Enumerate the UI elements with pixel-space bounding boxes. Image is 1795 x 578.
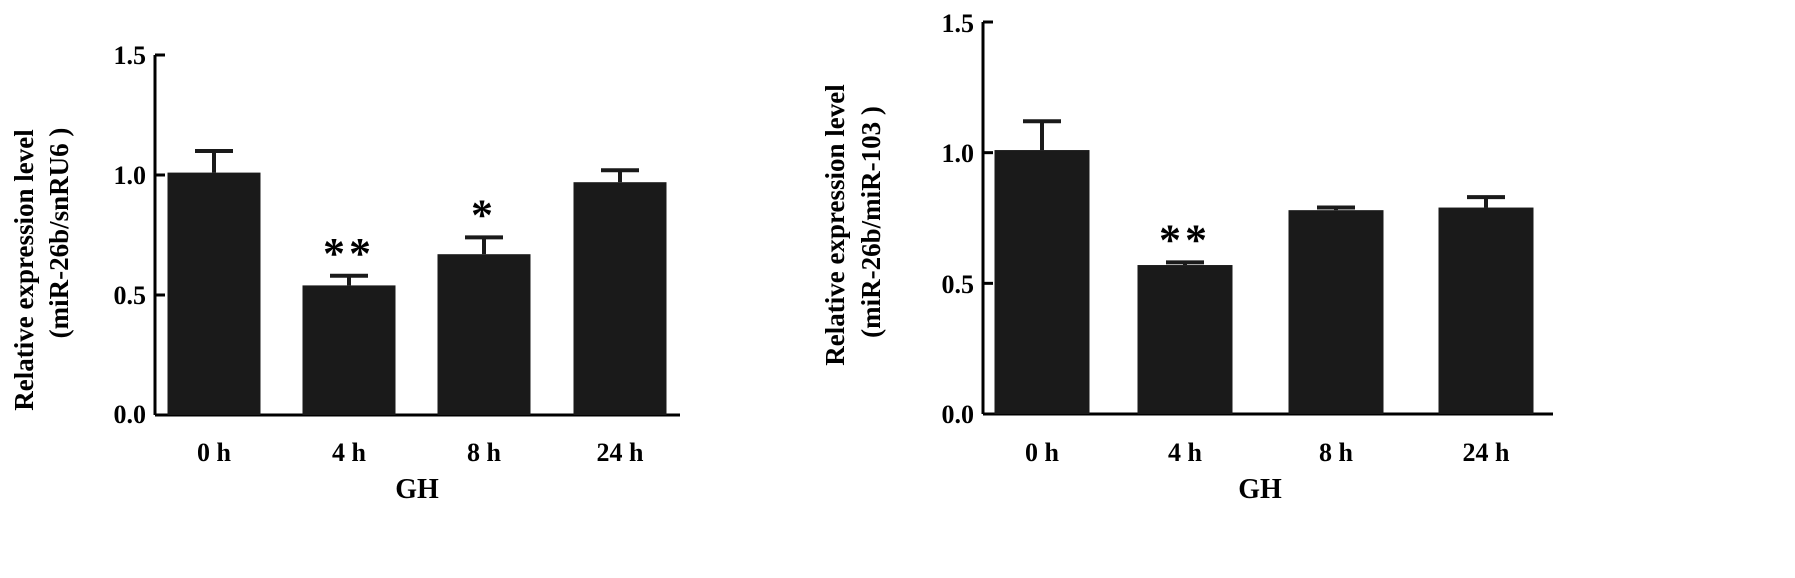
bar: [1137, 265, 1233, 414]
y-axis-label-line2: (miR-26b/snRU6 ): [44, 128, 74, 339]
x-tick-label: 8 h: [1319, 438, 1354, 467]
x-tick-label: 8 h: [467, 438, 502, 467]
x-tick-label: 4 h: [1168, 438, 1203, 467]
bar: [302, 285, 396, 415]
bar: [573, 182, 667, 415]
x-tick-label: 0 h: [197, 438, 232, 467]
x-tick-label: 4 h: [332, 438, 367, 467]
y-tick-label: 1.5: [114, 41, 147, 70]
bar: [1438, 207, 1534, 414]
bar: [167, 172, 261, 415]
y-axis-label-line1: Relative expression level: [9, 129, 39, 411]
chart-panel-right: Relative expression level (miR-26b/miR-1…: [820, 9, 1553, 505]
x-tick-label: 24 h: [597, 438, 645, 467]
bar: [994, 150, 1090, 414]
y-tick-label: 0.0: [942, 400, 975, 429]
y-tick-label: 1.0: [114, 161, 147, 190]
chart-panel-left: Relative expression level (miR-26b/snRU6…: [9, 41, 680, 505]
y-tick-label: 0.0: [114, 400, 147, 429]
x-tick-label: 24 h: [1463, 438, 1511, 467]
significance-label: *: [471, 190, 497, 239]
x-axis-label: GH: [1238, 474, 1282, 505]
x-tick-label: 0 h: [1025, 438, 1060, 467]
significance-label: **: [323, 229, 375, 278]
significance-label: **: [1159, 215, 1211, 264]
y-tick-label: 1.0: [942, 139, 975, 168]
x-axis-label: GH: [395, 474, 439, 505]
bar: [437, 254, 531, 415]
y-axis-label-line2: (miR-26b/miR-103 ): [856, 106, 886, 338]
y-tick-label: 0.5: [114, 281, 147, 310]
bar: [1288, 210, 1384, 414]
y-tick-label: 1.5: [942, 9, 975, 38]
y-axis-label-line1: Relative expression level: [820, 84, 850, 366]
y-tick-label: 0.5: [942, 270, 975, 299]
